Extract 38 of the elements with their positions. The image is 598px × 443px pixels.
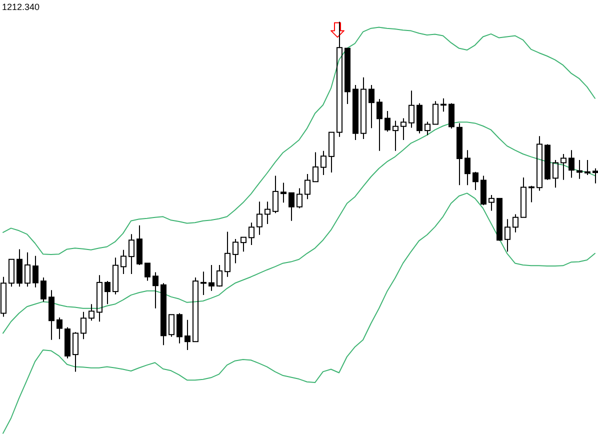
candlestick	[16, 248, 22, 288]
candlestick	[368, 84, 374, 129]
candlestick	[464, 150, 470, 186]
candlestick	[96, 274, 102, 322]
candlestick	[384, 110, 390, 132]
candlestick	[280, 182, 286, 204]
candlestick	[56, 316, 62, 340]
candlestick	[584, 159, 590, 176]
candlestick	[208, 264, 214, 292]
candlestick	[568, 150, 574, 178]
candlestick	[288, 192, 294, 222]
candlestick	[264, 201, 270, 224]
candlestick	[184, 319, 190, 350]
candlestick	[40, 277, 46, 302]
candlestick	[376, 98, 382, 152]
candlestick	[224, 231, 230, 278]
candlestick	[392, 120, 398, 152]
candlestick	[552, 159, 558, 188]
candlestick	[472, 171, 478, 191]
candlestick	[360, 76, 366, 140]
candlestick	[176, 312, 182, 344]
candlestick	[152, 272, 158, 309]
candlestick	[128, 234, 134, 275]
candlestick	[200, 271, 206, 296]
candlestick	[504, 218, 510, 252]
candlestick	[592, 168, 598, 184]
candlestick	[536, 136, 542, 192]
candlestick	[448, 102, 454, 129]
candlestick	[256, 201, 262, 236]
candlestick	[104, 280, 110, 305]
candlestick	[480, 175, 486, 206]
candlestick	[408, 90, 414, 128]
candlestick	[144, 262, 150, 282]
candlestick	[512, 214, 518, 233]
text: 1212.340	[2, 2, 40, 12]
candlestick	[32, 255, 38, 288]
candlestick	[112, 257, 118, 295]
candlestick	[48, 290, 54, 340]
